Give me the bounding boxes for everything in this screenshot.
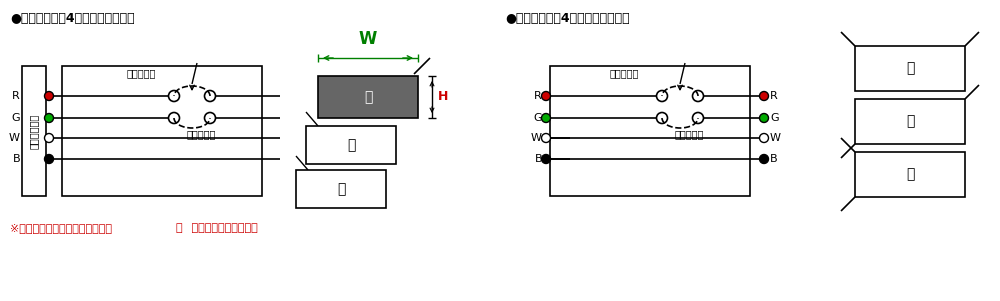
Text: 下部電導板: 下部電導板 xyxy=(675,129,704,139)
Text: ●端末マット（4線式片リード形）: ●端末マット（4線式片リード形） xyxy=(10,12,135,25)
Text: W: W xyxy=(531,133,542,143)
Text: Ⓐ: Ⓐ xyxy=(364,90,372,104)
Circle shape xyxy=(760,92,768,101)
Bar xyxy=(550,66,750,196)
Text: コントローラ: コントローラ xyxy=(29,113,39,149)
Circle shape xyxy=(656,91,668,101)
Text: G: G xyxy=(533,113,542,123)
Text: Ⓔ: Ⓔ xyxy=(906,114,914,129)
Circle shape xyxy=(542,92,550,101)
Text: B: B xyxy=(770,154,778,164)
Text: 右上が標準仕様です。: 右上が標準仕様です。 xyxy=(188,223,258,233)
Circle shape xyxy=(44,92,54,101)
Text: R: R xyxy=(770,91,778,101)
Text: Ⓕ: Ⓕ xyxy=(906,167,914,182)
Circle shape xyxy=(542,154,550,163)
Text: 上部電導板: 上部電導板 xyxy=(610,68,639,78)
Circle shape xyxy=(205,91,216,101)
Bar xyxy=(22,66,46,196)
Text: 下部電導板: 下部電導板 xyxy=(187,129,216,139)
Bar xyxy=(855,99,965,144)
Text: G: G xyxy=(770,113,779,123)
Circle shape xyxy=(168,91,180,101)
Text: R: R xyxy=(534,91,542,101)
Circle shape xyxy=(692,91,704,101)
Text: B: B xyxy=(12,154,20,164)
Text: R: R xyxy=(12,91,20,101)
Circle shape xyxy=(656,113,668,123)
Text: G: G xyxy=(11,113,20,123)
Circle shape xyxy=(44,113,54,123)
Circle shape xyxy=(760,134,768,142)
Bar xyxy=(62,66,262,196)
Text: H: H xyxy=(438,91,448,104)
Circle shape xyxy=(44,154,54,163)
Text: W: W xyxy=(9,133,20,143)
Circle shape xyxy=(168,113,180,123)
Circle shape xyxy=(542,134,550,142)
Text: ●連結マット（4線式両リード形）: ●連結マット（4線式両リード形） xyxy=(505,12,630,25)
Text: Ⓓ: Ⓓ xyxy=(906,61,914,76)
Bar xyxy=(855,46,965,91)
Text: ※端末マットのリード線出口は、: ※端末マットのリード線出口は、 xyxy=(10,223,112,233)
Circle shape xyxy=(760,113,768,123)
Bar xyxy=(318,76,418,118)
Circle shape xyxy=(692,113,704,123)
Text: 上部電導板: 上部電導板 xyxy=(127,68,156,78)
Text: Ⓐ: Ⓐ xyxy=(175,223,182,233)
Text: B: B xyxy=(534,154,542,164)
Circle shape xyxy=(542,113,550,123)
Text: W: W xyxy=(359,30,377,48)
Bar xyxy=(296,170,386,208)
Text: W: W xyxy=(770,133,781,143)
Text: Ⓒ: Ⓒ xyxy=(337,182,345,196)
Circle shape xyxy=(44,134,54,142)
Circle shape xyxy=(205,113,216,123)
Bar xyxy=(306,126,396,164)
Circle shape xyxy=(760,154,768,163)
Text: Ⓑ: Ⓑ xyxy=(347,138,355,152)
Bar xyxy=(855,152,965,197)
